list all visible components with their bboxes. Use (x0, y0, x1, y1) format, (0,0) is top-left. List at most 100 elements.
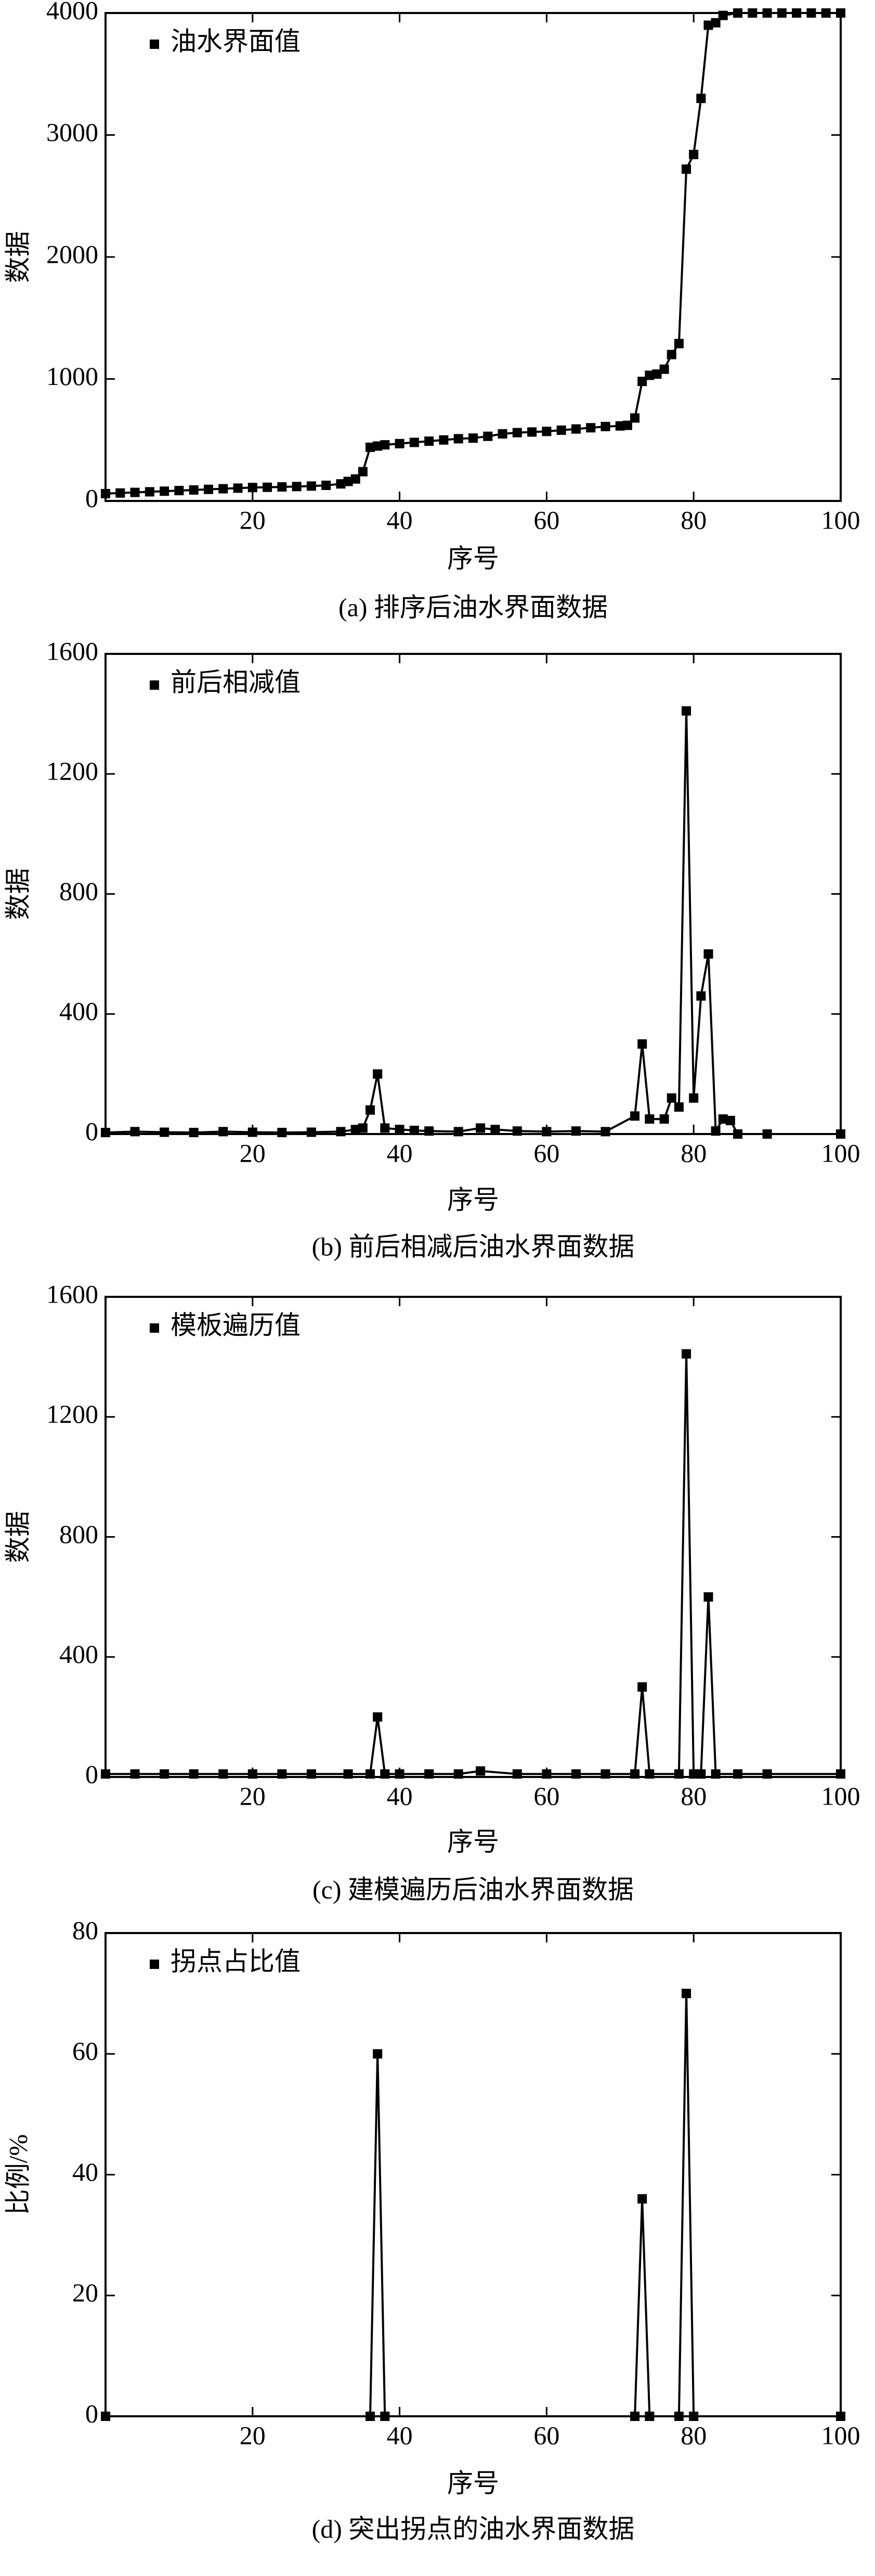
y-axis-label: 数据 (3, 868, 32, 920)
x-tick-label: 20 (240, 505, 266, 534)
legend-marker (150, 1323, 159, 1333)
data-marker (468, 433, 478, 443)
data-marker (659, 364, 669, 374)
data-marker (483, 431, 493, 441)
legend-marker (150, 1960, 159, 1969)
data-marker (174, 486, 184, 496)
legend-marker (150, 40, 159, 49)
x-tick-label: 60 (533, 1138, 559, 1167)
x-axis-label: 序号 (447, 1827, 499, 1856)
x-axis-label: 序号 (447, 2468, 499, 2497)
data-marker (373, 1069, 383, 1079)
legend-marker (150, 680, 159, 690)
data-marker (630, 1111, 640, 1121)
data-marker (527, 427, 537, 437)
y-axis-label: 数据 (3, 1511, 32, 1563)
data-marker (306, 1127, 316, 1137)
x-tick-label: 20 (240, 2420, 266, 2450)
y-tick-label: 3000 (46, 118, 98, 147)
data-marker (674, 1102, 684, 1112)
data-marker (424, 436, 434, 446)
data-marker (490, 1125, 500, 1135)
y-tick-label: 80 (72, 1915, 98, 1944)
x-tick-label: 80 (681, 1781, 707, 1810)
x-tick-label: 40 (387, 2420, 413, 2450)
data-marker (358, 1123, 368, 1133)
data-marker (160, 486, 169, 496)
data-marker (373, 1712, 383, 1722)
data-marker (703, 1592, 713, 1602)
data-marker (637, 1682, 647, 1692)
data-marker (498, 429, 507, 439)
data-marker (659, 1114, 669, 1124)
data-marker (203, 484, 213, 494)
x-tick-label: 20 (240, 1781, 266, 1810)
data-marker (725, 1116, 735, 1126)
data-marker (247, 1127, 257, 1137)
data-marker (542, 427, 552, 436)
data-line (105, 12, 841, 495)
data-marker (674, 339, 684, 349)
data-marker (711, 18, 721, 28)
data-marker (395, 1125, 404, 1135)
y-tick-label: 40 (72, 2157, 98, 2186)
data-marker (277, 1128, 287, 1138)
y-tick-label: 400 (59, 1640, 98, 1669)
data-marker (306, 481, 316, 491)
data-marker (380, 440, 390, 450)
x-tick-label: 80 (681, 505, 707, 534)
data-marker (115, 488, 125, 498)
data-marker (145, 487, 154, 497)
y-tick-label: 60 (72, 2037, 98, 2066)
y-tick-label: 800 (59, 877, 98, 906)
y-tick-label: 1600 (46, 1279, 98, 1308)
y-tick-label: 2000 (46, 239, 98, 268)
x-tick-label: 80 (681, 2420, 707, 2450)
y-tick-label: 1200 (46, 1399, 98, 1428)
data-marker (321, 480, 331, 490)
data-marker (615, 421, 625, 431)
data-marker (343, 476, 353, 486)
data-line (106, 1353, 841, 1775)
y-tick-label: 1000 (46, 362, 98, 391)
data-marker (703, 949, 713, 959)
data-marker (637, 1039, 647, 1049)
data-marker (622, 420, 632, 430)
data-marker (689, 1093, 699, 1103)
data-marker (373, 2049, 383, 2059)
data-marker (682, 1349, 691, 1359)
x-tick-label: 40 (387, 1138, 413, 1167)
data-line (106, 1992, 841, 2417)
data-marker (350, 474, 360, 484)
data-marker (263, 482, 272, 492)
data-marker (439, 435, 449, 445)
data-marker (453, 434, 463, 444)
y-tick-label: 400 (59, 997, 98, 1026)
legend-label: 拐点占比值 (171, 1947, 301, 1976)
plot-frame (105, 1296, 842, 1778)
x-tick-label: 60 (533, 505, 559, 534)
y-tick-label: 0 (85, 1116, 98, 1145)
data-line (105, 710, 841, 1135)
x-tick-label: 100 (821, 505, 860, 534)
data-marker (373, 441, 383, 451)
data-marker (292, 482, 302, 492)
data-marker (247, 483, 257, 493)
legend-label: 油水界面值 (171, 27, 301, 56)
x-tick-label: 40 (387, 1781, 413, 1810)
data-marker (696, 991, 706, 1001)
data-marker (218, 484, 228, 494)
data-marker (586, 423, 596, 433)
data-marker (358, 467, 368, 476)
y-axis-label: 比例/% (3, 2134, 32, 2216)
y-tick-label: 0 (85, 2399, 98, 2428)
data-marker (645, 1114, 655, 1124)
data-marker (365, 1105, 375, 1115)
data-marker (395, 439, 404, 448)
data-marker (645, 370, 655, 380)
data-marker (380, 1123, 390, 1133)
x-axis-label: 序号 (447, 1185, 499, 1214)
x-tick-label: 20 (240, 1138, 266, 1167)
